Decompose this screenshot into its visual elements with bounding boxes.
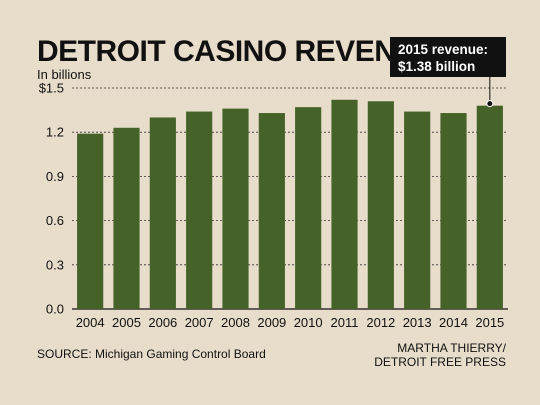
y-tick-label: 0.9 bbox=[46, 169, 64, 184]
bar-2013 bbox=[404, 111, 431, 309]
y-tick-label: 1.2 bbox=[46, 125, 64, 140]
bar-2015 bbox=[476, 105, 503, 310]
x-tick-label: 2013 bbox=[403, 315, 432, 330]
x-tick-label: 2009 bbox=[257, 315, 286, 330]
bar-2008 bbox=[222, 108, 249, 309]
bar-2006 bbox=[149, 117, 176, 309]
x-tick-label: 2014 bbox=[439, 315, 468, 330]
y-tick-label: 0.6 bbox=[46, 213, 64, 228]
bar-2014 bbox=[440, 113, 467, 310]
x-tick-label: 2012 bbox=[366, 315, 395, 330]
credit-line-1: MARTHA THIERRY/ bbox=[397, 341, 506, 355]
bar-2009 bbox=[258, 113, 285, 310]
chart-title: DETROIT CASINO REVENUE bbox=[37, 35, 436, 68]
bar-2005 bbox=[113, 127, 140, 309]
bar-2012 bbox=[367, 101, 394, 309]
bar-2007 bbox=[186, 111, 213, 309]
annotation-line-2: $1.38 billion bbox=[398, 59, 475, 74]
chart-subtitle: In billions bbox=[37, 67, 92, 82]
x-tick-label: 2004 bbox=[76, 315, 105, 330]
credit-line-2: DETROIT FREE PRESS bbox=[374, 355, 506, 369]
bar-2011 bbox=[331, 99, 358, 309]
annotation-callout: 2015 revenue: $1.38 billion bbox=[390, 37, 506, 108]
y-axis-ticks: 0.0 0.3 0.6 0.9 1.2 $1.5 bbox=[39, 81, 64, 317]
x-tick-label: 2010 bbox=[294, 315, 323, 330]
y-tick-label: $1.5 bbox=[39, 81, 64, 96]
x-tick-label: 2008 bbox=[221, 315, 250, 330]
bar-2004 bbox=[77, 133, 104, 309]
annotation-point bbox=[486, 100, 494, 108]
annotation-line-1: 2015 revenue: bbox=[398, 42, 488, 57]
x-tick-label: 2011 bbox=[331, 315, 359, 330]
annotation-box bbox=[390, 37, 506, 77]
x-tick-label: 2006 bbox=[148, 315, 177, 330]
y-tick-label: 0.3 bbox=[46, 257, 64, 272]
x-axis-ticks: 2004 2005 2006 2007 2008 2009 2010 2011 2012 2013… bbox=[76, 315, 505, 330]
source-note: SOURCE: Michigan Gaming Control Board bbox=[37, 347, 266, 361]
y-tick-label: 0.0 bbox=[46, 302, 64, 317]
gridlines bbox=[72, 87, 508, 310]
bars bbox=[77, 99, 503, 310]
x-tick-label: 2015 bbox=[475, 315, 504, 330]
bar-2010 bbox=[295, 107, 322, 309]
x-tick-label: 2007 bbox=[185, 315, 214, 330]
x-tick-label: 2005 bbox=[112, 315, 141, 330]
